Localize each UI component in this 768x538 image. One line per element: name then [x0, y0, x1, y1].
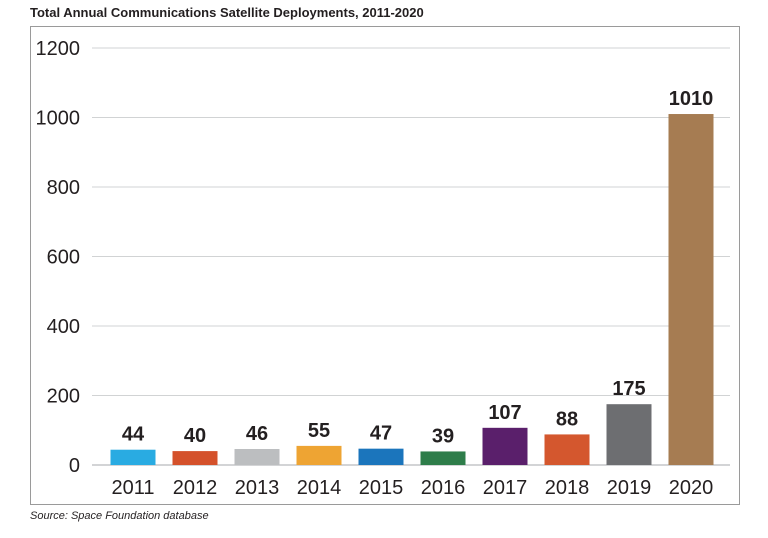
x-tick-label-2015: 2015: [359, 477, 404, 499]
y-tick-label: 0: [69, 455, 80, 477]
x-tick-label-2018: 2018: [545, 477, 590, 499]
y-tick-label: 800: [47, 177, 80, 199]
x-axis-ticks: 2011 2012 2013 2014 2015 2016 2017 2018 2019 2020: [111, 477, 713, 499]
bar-2011: [110, 449, 156, 465]
x-tick-label-2020: 2020: [669, 477, 714, 499]
y-tick-label: 600: [47, 247, 80, 269]
y-tick-label: 400: [47, 316, 80, 338]
data-label-2014: 55: [308, 420, 330, 442]
data-label-2017: 107: [488, 402, 521, 424]
data-label-2020: 1010: [669, 88, 714, 110]
x-tick-label-2011: 2011: [111, 477, 154, 499]
bar-2019: [606, 404, 652, 465]
bar-2015: [358, 448, 404, 465]
source-note: Source: Space Foundation database: [30, 510, 209, 522]
x-tick-label-2014: 2014: [297, 477, 342, 499]
x-tick-label-2017: 2017: [483, 477, 528, 499]
data-label-2019: 175: [612, 378, 645, 400]
bar-2018: [544, 434, 590, 465]
data-label-2018: 88: [556, 408, 578, 430]
chart-title: Total Annual Communications Satellite De…: [30, 5, 424, 20]
y-tick-label: 1200: [36, 38, 81, 60]
y-tick-label: 1000: [36, 108, 81, 130]
data-label-2015: 47: [370, 423, 392, 445]
x-tick-label-2019: 2019: [607, 477, 652, 499]
grid-lines: [92, 47, 730, 466]
data-label-2016: 39: [432, 425, 454, 447]
bar-2020: [668, 114, 714, 466]
x-tick-label-2013: 2013: [235, 477, 280, 499]
x-tick-label-2016: 2016: [421, 477, 466, 499]
bar-2012: [172, 451, 218, 465]
y-tick-label: 200: [47, 386, 80, 408]
chart-frame: [30, 26, 740, 505]
y-axis-ticks: 0 200 400 600 800 1000 1200: [36, 38, 81, 477]
data-label-2012: 40: [184, 425, 206, 447]
bar-2013: [234, 449, 280, 465]
data-labels: 44 40 46 55 47 39 107 88 175 1010: [122, 88, 713, 447]
bar-2016: [420, 451, 466, 465]
bar-2017: [482, 427, 528, 465]
bars: [110, 114, 714, 466]
bar-2014: [296, 445, 342, 465]
x-tick-label-2012: 2012: [173, 477, 218, 499]
data-label-2013: 46: [246, 423, 268, 445]
data-label-2011: 44: [122, 424, 145, 446]
